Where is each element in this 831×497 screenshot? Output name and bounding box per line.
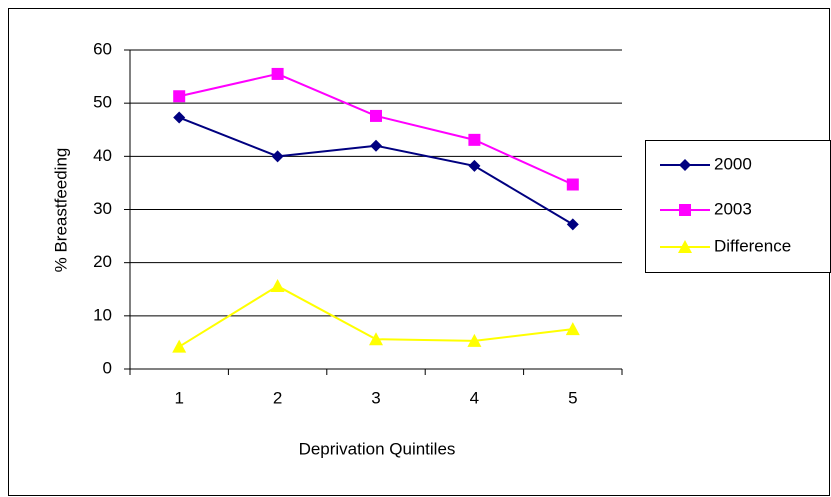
y-tick-label: 60 bbox=[93, 39, 112, 58]
y-tick-label: 50 bbox=[93, 93, 112, 112]
marker bbox=[271, 150, 284, 163]
marker bbox=[370, 139, 382, 152]
marker bbox=[679, 159, 691, 171]
legend-label: 2000 bbox=[714, 154, 752, 173]
y-axis-label: % Breastfeeding bbox=[51, 148, 70, 273]
y-tick-label: 30 bbox=[93, 199, 112, 218]
marker bbox=[468, 133, 481, 146]
marker bbox=[566, 178, 579, 191]
y-tick-label: 20 bbox=[93, 252, 112, 271]
legend-label: 2003 bbox=[714, 199, 752, 218]
marker bbox=[566, 218, 579, 231]
marker bbox=[370, 109, 382, 122]
x-tick-label: 4 bbox=[470, 388, 479, 407]
marker bbox=[172, 339, 187, 353]
marker bbox=[468, 159, 481, 172]
marker bbox=[270, 279, 285, 293]
legend bbox=[645, 140, 831, 273]
x-tick-label: 2 bbox=[273, 388, 282, 407]
marker bbox=[678, 240, 692, 253]
x-tick-label: 1 bbox=[174, 388, 183, 407]
marker bbox=[679, 204, 691, 216]
x-tick-label: 3 bbox=[371, 388, 380, 407]
x-axis-label: Deprivation Quintiles bbox=[299, 439, 456, 458]
x-tick-label: 5 bbox=[568, 388, 577, 407]
marker bbox=[173, 111, 186, 124]
marker bbox=[369, 332, 383, 346]
marker bbox=[565, 322, 580, 336]
marker bbox=[173, 90, 186, 103]
y-tick-label: 40 bbox=[93, 146, 112, 165]
y-tick-label: 0 bbox=[103, 358, 112, 377]
legend-label: Difference bbox=[714, 236, 791, 255]
y-tick-label: 10 bbox=[93, 305, 112, 324]
marker bbox=[467, 333, 482, 347]
marker bbox=[271, 67, 284, 80]
